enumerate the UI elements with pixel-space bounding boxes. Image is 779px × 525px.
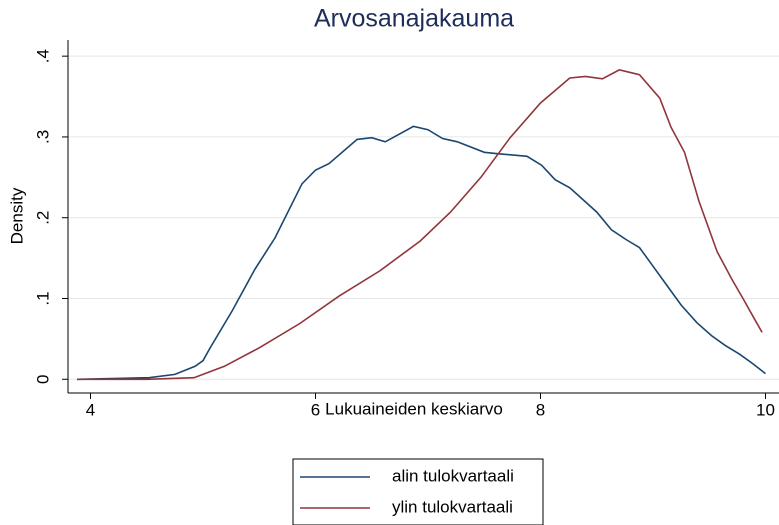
y-tick-label: .4 [33,49,52,63]
x-tick-label: 4 [86,400,95,419]
legend-label: ylin tulokvartaali [392,497,513,516]
series-line [76,125,766,381]
legend-box [292,458,544,525]
x-tick-label: 6 [311,400,320,419]
x-tick-label: 10 [756,400,775,419]
x-axis-label: Lukuaineiden keskiarvo [325,399,503,418]
y-tick-label: .3 [33,130,52,144]
x-tick-label: 8 [536,400,545,419]
y-tick-label: 0 [33,375,52,384]
chart-title: Arvosanajakauma [314,5,514,33]
legend-label: alin tulokvartaali [392,466,514,485]
y-tick-label: .2 [33,211,52,225]
series-line [77,69,763,381]
y-tick-label: .1 [33,291,52,305]
y-axis-label: Density [7,187,26,244]
